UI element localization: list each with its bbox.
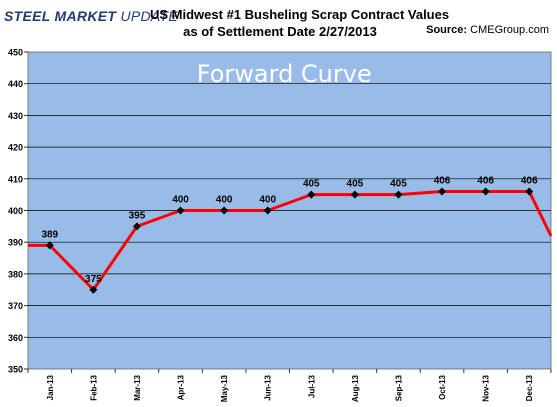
logo-text-sub: UPDATE <box>116 8 178 24</box>
data-point <box>132 222 141 231</box>
data-point <box>307 190 316 199</box>
data-label: 406 <box>521 175 538 186</box>
data-label: 406 <box>434 175 451 186</box>
source-label: Source: <box>426 24 468 36</box>
y-tick-label: 450 <box>8 48 23 58</box>
data-point <box>89 285 98 294</box>
data-label: 405 <box>303 179 320 190</box>
data-point <box>525 187 534 196</box>
x-tick-label: Oct-13 <box>438 374 447 399</box>
y-tick-label: 410 <box>8 174 23 184</box>
x-tick-label: Nov-13 <box>482 374 491 401</box>
x-tick-label: Mar-13 <box>133 374 142 400</box>
series-line <box>28 189 553 292</box>
data-point <box>45 241 54 250</box>
data-label: 400 <box>172 195 189 206</box>
data-point <box>481 187 490 196</box>
title-line-2: as of Settlement Date 2/27/2013 <box>183 24 377 39</box>
y-tick-label: 440 <box>8 79 23 89</box>
data-point <box>263 206 272 215</box>
source-value: CMEGroup.com <box>467 24 549 36</box>
y-tick-label: 370 <box>8 301 23 311</box>
chart-title: Forward Curve <box>197 60 372 88</box>
x-tick-label: Jan-13 <box>46 374 55 400</box>
data-point <box>350 190 359 199</box>
source-note: Source: CMEGroup.com <box>426 24 549 36</box>
y-tick-label: 390 <box>8 238 23 248</box>
title-line-1: US Midwest #1 Busheling Scrap Contract V… <box>150 7 450 22</box>
data-label: 395 <box>129 210 146 221</box>
data-label: 405 <box>390 179 407 190</box>
data-point <box>176 206 185 215</box>
data-label: 375 <box>85 274 102 285</box>
y-tick-label: 400 <box>8 206 23 216</box>
data-label: 405 <box>347 179 364 190</box>
x-tick-label: Apr-13 <box>177 374 186 400</box>
logo-text-main: STEEL MARKET <box>4 8 117 24</box>
y-tick-label: 360 <box>8 333 23 343</box>
x-tick-label: Jul-13 <box>307 374 316 398</box>
data-label: 400 <box>216 195 233 206</box>
x-tick-label: Jun-13 <box>264 374 273 400</box>
logo: STEEL MARKET UPDATE <box>4 4 178 28</box>
y-tick-label: 380 <box>8 269 23 279</box>
data-point <box>394 190 403 199</box>
x-tick-label: Feb-13 <box>89 374 98 400</box>
x-tick-label: Sep-13 <box>394 374 403 401</box>
y-tick-label: 420 <box>8 143 23 153</box>
data-label: 400 <box>259 195 276 206</box>
x-tick-label: Aug-13 <box>351 374 360 402</box>
data-label: 406 <box>477 175 494 186</box>
x-tick-label: May-13 <box>220 374 229 402</box>
chart-header-title: US Midwest #1 Busheling Scrap Contract V… <box>150 6 450 40</box>
y-tick-label: 430 <box>8 111 23 121</box>
data-point <box>220 206 229 215</box>
data-label: 389 <box>41 229 58 240</box>
x-tick-label: Dec-13 <box>525 374 534 401</box>
y-tick-label: 350 <box>8 365 23 375</box>
data-point <box>438 187 447 196</box>
